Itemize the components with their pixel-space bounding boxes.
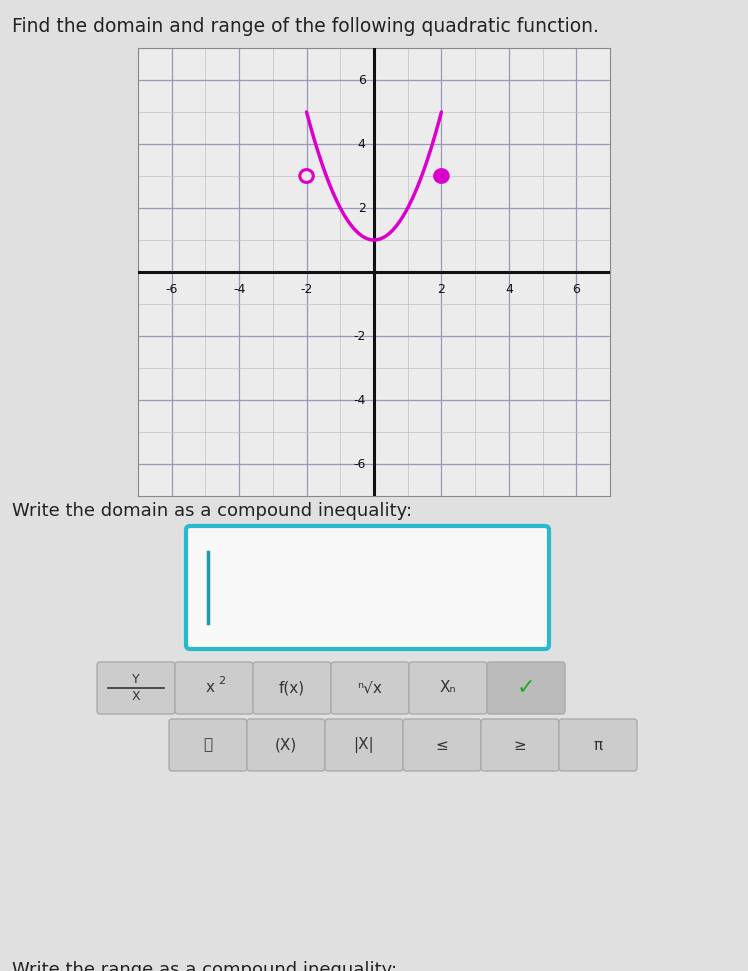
FancyBboxPatch shape [403,719,481,771]
FancyBboxPatch shape [409,662,487,714]
Text: |X|: |X| [354,737,375,753]
FancyBboxPatch shape [487,662,565,714]
Text: 6: 6 [572,284,580,296]
FancyBboxPatch shape [559,719,637,771]
Text: Find the domain and range of the following quadratic function.: Find the domain and range of the followi… [12,17,599,37]
Text: X: X [132,689,141,703]
Text: -4: -4 [353,393,366,407]
Text: -6: -6 [353,457,366,471]
Text: 2: 2 [358,202,366,215]
Text: f(x): f(x) [279,681,305,695]
Text: -2: -2 [301,284,313,296]
FancyBboxPatch shape [97,662,175,714]
Text: Xₙ: Xₙ [440,681,456,695]
Text: 4: 4 [505,284,513,296]
Circle shape [300,170,313,183]
Text: 2: 2 [218,676,226,686]
FancyBboxPatch shape [325,719,403,771]
Text: Y: Y [132,673,140,686]
Text: -4: -4 [233,284,245,296]
Text: ✓: ✓ [517,678,536,698]
Text: 4: 4 [358,138,366,151]
Text: 2: 2 [438,284,445,296]
Text: 🗑: 🗑 [203,738,212,753]
FancyBboxPatch shape [331,662,409,714]
Text: π: π [593,738,603,753]
FancyBboxPatch shape [481,719,559,771]
Circle shape [435,170,448,183]
Text: Write the domain as a compound inequality:: Write the domain as a compound inequalit… [12,502,412,520]
Text: 6: 6 [358,74,366,86]
Text: ⁿ√x: ⁿ√x [358,681,382,695]
FancyBboxPatch shape [253,662,331,714]
Text: -2: -2 [353,329,366,343]
Text: ≥: ≥ [514,738,527,753]
FancyBboxPatch shape [175,662,253,714]
FancyBboxPatch shape [169,719,247,771]
Text: (X): (X) [275,738,297,753]
Text: ≤: ≤ [435,738,448,753]
FancyBboxPatch shape [247,719,325,771]
Text: x: x [206,681,215,695]
Text: Write the range as a compound inequality:: Write the range as a compound inequality… [12,961,397,971]
Text: -6: -6 [165,284,178,296]
FancyBboxPatch shape [186,526,549,649]
